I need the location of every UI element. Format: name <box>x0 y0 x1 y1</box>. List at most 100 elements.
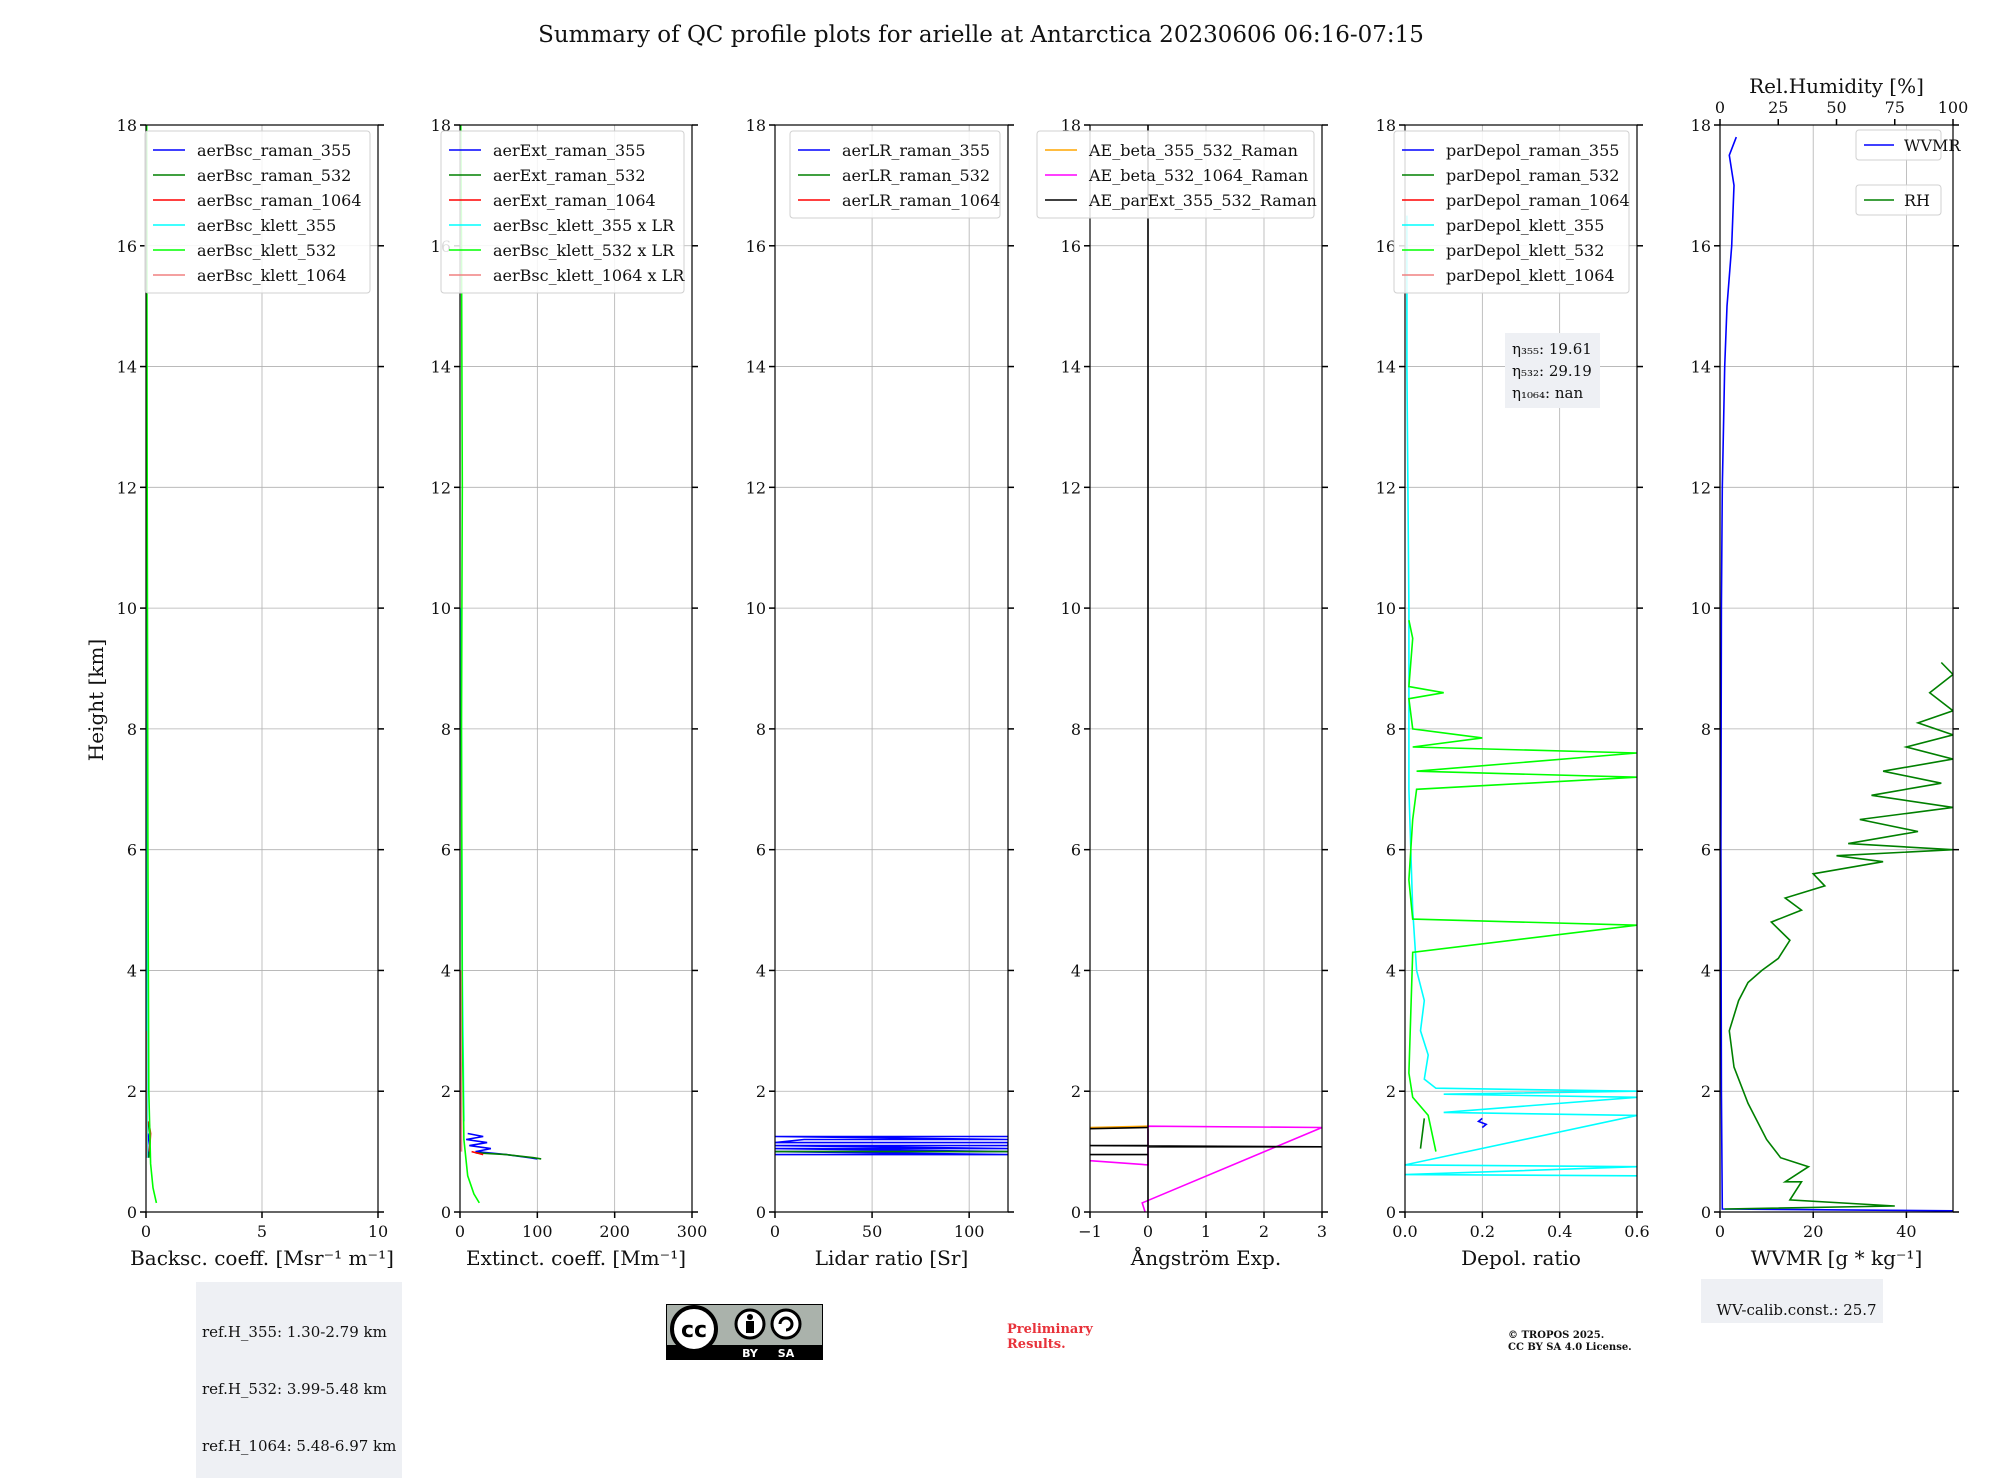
xtick-label-lr-0: 0 <box>770 1222 780 1241</box>
ytick-label-bsc-7: 14 <box>117 358 137 377</box>
ytick-label-bsc-3: 6 <box>127 841 137 860</box>
copyright-line-2: CC BY SA 4.0 License. <box>1508 1342 1632 1354</box>
ytick-label-lr-6: 12 <box>746 478 766 497</box>
legend-label-depol-0: parDepol_raman_355 <box>1446 141 1619 160</box>
ytick-label-ae-8: 16 <box>1061 237 1081 256</box>
copyright-line-1: © TROPOS 2025. <box>1508 1330 1632 1342</box>
legend-label-wv-0: WVMR <box>1904 136 1961 155</box>
xtick-label-ext-2: 200 <box>599 1222 630 1241</box>
ytick-label-depol-4: 8 <box>1386 720 1396 739</box>
ytick-label-wv-1: 2 <box>1701 1082 1711 1101</box>
xtick-label-bsc-0: 0 <box>141 1222 151 1241</box>
series-line-wv-1 <box>1725 663 1953 1210</box>
ytick-label-ext-1: 2 <box>441 1082 451 1101</box>
ytick-label-wv-8: 16 <box>1691 237 1711 256</box>
legend-label-bsc-2: aerBsc_raman_1064 <box>197 191 362 210</box>
ytick-label-ext-3: 6 <box>441 841 451 860</box>
x2tick-label-wv-3: 75 <box>1885 98 1905 117</box>
x-axis-label-lr: Lidar ratio [Sr] <box>815 1246 969 1270</box>
xtick-label-depol-3: 0.6 <box>1624 1222 1649 1241</box>
series-line-ext-1 <box>476 1153 542 1159</box>
ytick-label-depol-0: 0 <box>1386 1203 1396 1222</box>
y-axis-label: Height [km] <box>84 639 108 761</box>
x-axis-label-bsc: Backsc. coeff. [Msr⁻¹ m⁻¹] <box>130 1246 394 1270</box>
series-line-ext-5 <box>461 970 462 1151</box>
xtick-label-ext-1: 100 <box>522 1222 553 1241</box>
ytick-label-bsc-5: 10 <box>117 599 137 618</box>
xtick-label-wv-0: 0 <box>1715 1222 1725 1241</box>
ytick-label-ext-7: 14 <box>431 358 451 377</box>
ytick-label-wv-2: 4 <box>1701 961 1711 980</box>
legend-label-depol-3: parDepol_klett_355 <box>1446 216 1604 235</box>
legend-label-ext-2: aerExt_raman_1064 <box>493 191 656 210</box>
ytick-label-depol-5: 10 <box>1376 599 1396 618</box>
ytick-label-wv-0: 0 <box>1701 1203 1711 1222</box>
ytick-label-ext-5: 10 <box>431 599 451 618</box>
legend-label-wv-1: RH <box>1904 191 1930 210</box>
legend-label-bsc-5: aerBsc_klett_1064 <box>197 266 346 285</box>
panel-ext: 0246810121416180100200300Extinct. coeff.… <box>431 116 708 1270</box>
x2tick-label-wv-2: 50 <box>1826 98 1846 117</box>
copyright-note: © TROPOS 2025. CC BY SA 4.0 License. <box>1508 1330 1632 1354</box>
legend-label-depol-2: parDepol_raman_1064 <box>1446 191 1630 210</box>
legend-label-lr-2: aerLR_raman_1064 <box>842 191 1000 210</box>
ytick-label-lr-1: 2 <box>756 1082 766 1101</box>
preliminary-line-2: Results. <box>1007 1337 1093 1352</box>
legend-label-bsc-0: aerBsc_raman_355 <box>197 141 351 160</box>
ytick-label-lr-9: 18 <box>746 116 766 135</box>
ytick-label-ext-0: 0 <box>441 1203 451 1222</box>
xtick-label-ae-1: 0 <box>1143 1222 1153 1241</box>
ytick-label-ae-5: 10 <box>1061 599 1081 618</box>
legend-label-ae-2: AE_parExt_355_532_Raman <box>1088 191 1317 210</box>
eta-annotation-line-0: η₃₅₅: 19.61 <box>1512 340 1592 358</box>
ytick-label-lr-0: 0 <box>756 1203 766 1222</box>
legend-label-ext-5: aerBsc_klett_1064 x LR <box>493 266 685 285</box>
xtick-label-ext-3: 300 <box>677 1222 708 1241</box>
xtick-label-depol-0: 0.0 <box>1392 1222 1417 1241</box>
xtick-label-ext-0: 0 <box>455 1222 465 1241</box>
eta-annotation-line-1: η₅₃₂: 29.19 <box>1512 362 1592 380</box>
ytick-label-depol-8: 16 <box>1376 237 1396 256</box>
reference-height-box: ref.H_355: 1.30-2.79 km ref.H_532: 3.99-… <box>196 1282 402 1478</box>
ytick-label-lr-3: 6 <box>756 841 766 860</box>
ytick-label-depol-7: 14 <box>1376 358 1396 377</box>
ytick-label-depol-2: 4 <box>1386 961 1396 980</box>
ytick-label-bsc-6: 12 <box>117 478 137 497</box>
by-label: BY <box>742 1347 759 1360</box>
refh-1064-text: ref.H_1064: 5.48-6.97 km <box>202 1437 396 1456</box>
wv-calib-text: WV-calib.const.: 25.7 <box>1717 1301 1877 1319</box>
x2-axis-label-wv: Rel.Humidity [%] <box>1749 74 1924 98</box>
x-axis-label-wv: WVMR [g * kg⁻¹] <box>1751 1246 1923 1270</box>
axes-frame-wv <box>1720 125 1953 1212</box>
ytick-label-wv-6: 12 <box>1691 478 1711 497</box>
xtick-label-ae-2: 1 <box>1201 1222 1211 1241</box>
preliminary-results-note: Preliminary Results. <box>1007 1322 1093 1352</box>
legend-label-lr-1: aerLR_raman_532 <box>842 166 990 185</box>
legend-label-ae-1: AE_beta_532_1064_Raman <box>1088 166 1308 185</box>
refh-355-text: ref.H_355: 1.30-2.79 km <box>202 1323 396 1342</box>
ytick-label-lr-4: 8 <box>756 720 766 739</box>
ytick-label-lr-5: 10 <box>746 599 766 618</box>
legend-label-bsc-1: aerBsc_raman_532 <box>197 166 351 185</box>
legend-label-ext-3: aerBsc_klett_355 x LR <box>493 216 675 235</box>
x2tick-label-wv-0: 0 <box>1715 98 1725 117</box>
x-axis-label-ae: Ångström Exp. <box>1130 1245 1281 1270</box>
legend-label-depol-4: parDepol_klett_532 <box>1446 241 1604 260</box>
legend-label-ext-1: aerExt_raman_532 <box>493 166 646 185</box>
legend-label-ext-4: aerBsc_klett_532 x LR <box>493 241 675 260</box>
legend-label-ext-0: aerExt_raman_355 <box>493 141 646 160</box>
x-axis-label-ext: Extinct. coeff. [Mm⁻¹] <box>466 1246 686 1270</box>
wv-calib-box: WV-calib.const.: 25.7 <box>1701 1279 1883 1323</box>
series-line-depol-4 <box>1409 620 1637 1151</box>
ytick-label-wv-4: 8 <box>1701 720 1711 739</box>
ytick-label-bsc-8: 16 <box>117 237 137 256</box>
ytick-label-wv-9: 18 <box>1691 116 1711 135</box>
sa-label: SA <box>778 1347 795 1360</box>
cc-by-sa-badge-icon: cc BY SA <box>666 1304 823 1360</box>
ytick-label-depol-9: 18 <box>1376 116 1396 135</box>
ytick-label-lr-8: 16 <box>746 237 766 256</box>
x-axis-label-depol: Depol. ratio <box>1461 1246 1581 1270</box>
